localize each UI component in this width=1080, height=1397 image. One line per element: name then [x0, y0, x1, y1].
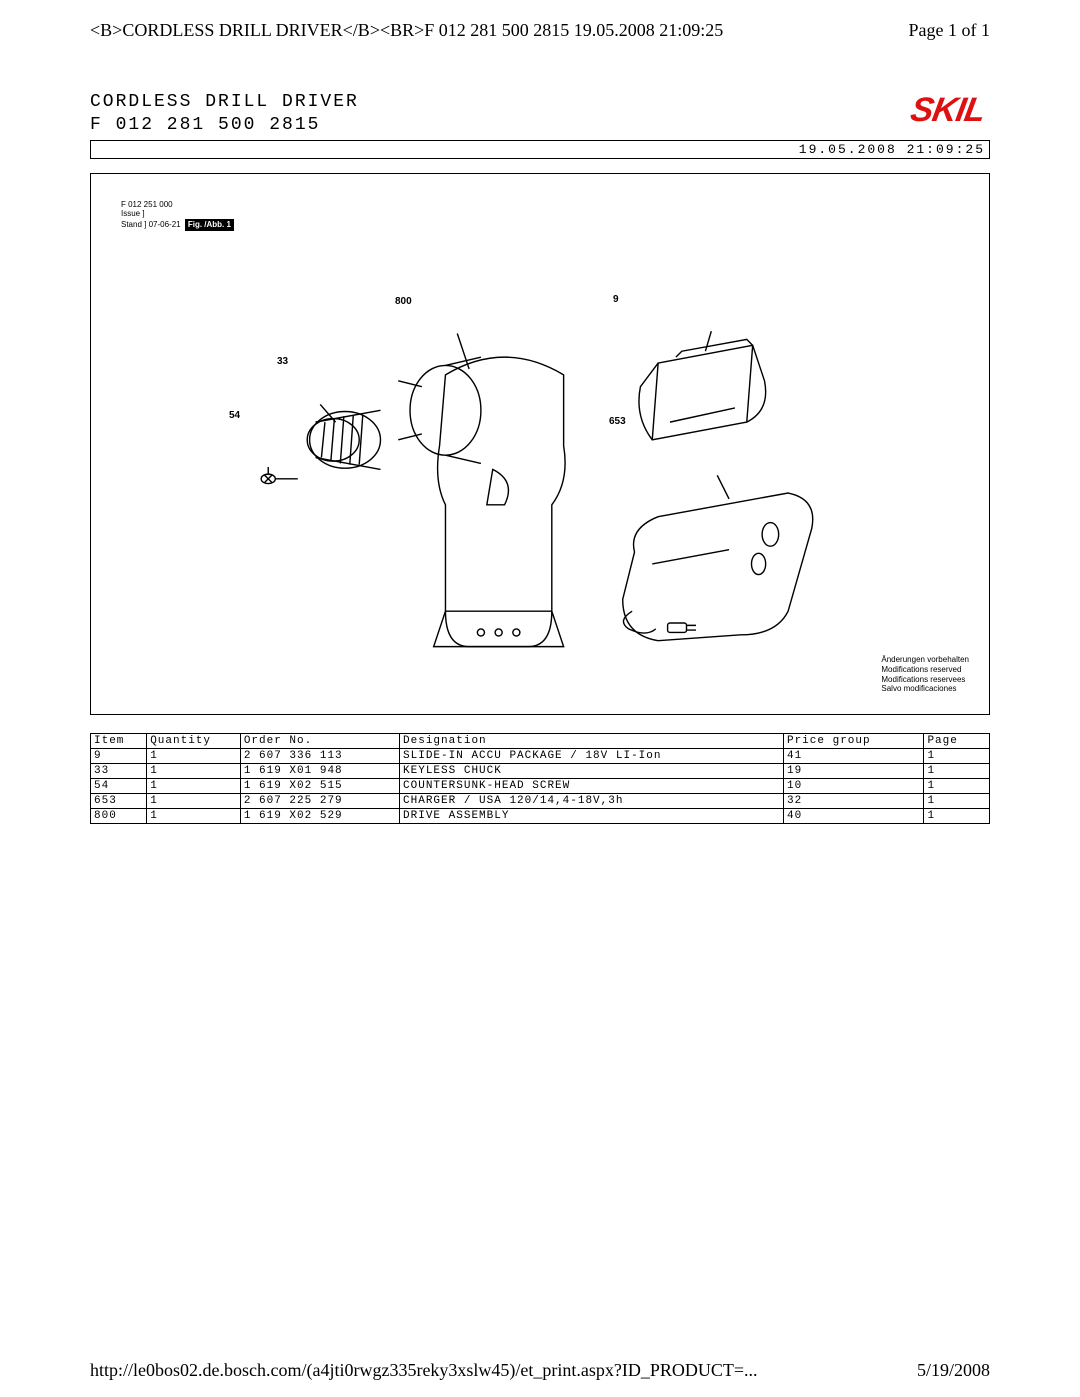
- table-cell: DRIVE ASSEMBLY: [400, 808, 784, 823]
- table-cell: 1: [924, 778, 990, 793]
- parts-col-5: Page: [924, 733, 990, 748]
- table-cell: 800: [91, 808, 147, 823]
- footer-date: 5/19/2008: [917, 1360, 990, 1381]
- table-cell: 653: [91, 793, 147, 808]
- modifications-note: Änderungen vorbehalten Modifications res…: [881, 655, 969, 693]
- print-header: <B>CORDLESS DRILL DRIVER</B><BR>F 012 28…: [90, 20, 990, 41]
- table-cell: 40: [783, 808, 923, 823]
- document-title-line2: F 012 281 500 2815: [90, 114, 359, 137]
- parts-col-0: Item: [91, 733, 147, 748]
- callout-54: 54: [229, 410, 240, 421]
- table-cell: 1: [924, 808, 990, 823]
- table-row: 80011 619 X02 529DRIVE ASSEMBLY401: [91, 808, 990, 823]
- parts-header-row: ItemQuantityOrder No.DesignationPrice gr…: [91, 733, 990, 748]
- table-row: 3311 619 X01 948KEYLESS CHUCK191: [91, 763, 990, 778]
- table-cell: 2 607 225 279: [240, 793, 399, 808]
- table-cell: 1 619 X02 515: [240, 778, 399, 793]
- print-header-bold: <B>CORDLESS DRILL DRIVER</B>: [90, 20, 380, 40]
- table-cell: 2 607 336 113: [240, 748, 399, 763]
- document-header: CORDLESS DRILL DRIVER F 012 281 500 2815…: [90, 91, 990, 138]
- table-cell: CHARGER / USA 120/14,4-18V,3h: [400, 793, 784, 808]
- table-cell: 1: [924, 763, 990, 778]
- table-cell: 41: [783, 748, 923, 763]
- table-cell: 1: [924, 793, 990, 808]
- parts-table-body: 912 607 336 113SLIDE-IN ACCU PACKAGE / 1…: [91, 748, 990, 823]
- table-cell: 1: [147, 778, 241, 793]
- table-row: 912 607 336 113SLIDE-IN ACCU PACKAGE / 1…: [91, 748, 990, 763]
- print-header-page: Page 1 of 1: [909, 20, 990, 41]
- callout-33: 33: [277, 356, 288, 367]
- table-row: 65312 607 225 279CHARGER / USA 120/14,4-…: [91, 793, 990, 808]
- table-cell: 32: [783, 793, 923, 808]
- document-title-block: CORDLESS DRILL DRIVER F 012 281 500 2815: [90, 91, 359, 138]
- table-cell: 9: [91, 748, 147, 763]
- parts-col-2: Order No.: [240, 733, 399, 748]
- table-cell: 1: [147, 763, 241, 778]
- table-cell: 33: [91, 763, 147, 778]
- exploded-diagram-frame: F 012 251 000 Issue ] Stand ] 07-06-21 F…: [90, 173, 990, 715]
- table-cell: KEYLESS CHUCK: [400, 763, 784, 778]
- print-footer: http://le0bos02.de.bosch.com/(a4jti0rwgz…: [0, 1360, 1080, 1381]
- parts-table-head: ItemQuantityOrder No.DesignationPrice gr…: [91, 733, 990, 748]
- exploded-view-svg: [91, 174, 989, 715]
- table-cell: 19: [783, 763, 923, 778]
- print-header-left: <B>CORDLESS DRILL DRIVER</B><BR>F 012 28…: [90, 20, 723, 41]
- mod-line-1: Änderungen vorbehalten: [881, 655, 969, 665]
- table-row: 5411 619 X02 515COUNTERSUNK-HEAD SCREW10…: [91, 778, 990, 793]
- table-cell: COUNTERSUNK-HEAD SCREW: [400, 778, 784, 793]
- parts-col-1: Quantity: [147, 733, 241, 748]
- logo-text: SKIL: [907, 91, 993, 130]
- timestamp-box: 19.05.2008 21:09:25: [90, 140, 990, 159]
- table-cell: 1: [147, 793, 241, 808]
- callout-9: 9: [613, 294, 619, 305]
- mod-line-2: Modifications reserved: [881, 665, 969, 675]
- document-title-line1: CORDLESS DRILL DRIVER: [90, 91, 359, 114]
- table-cell: 1 619 X01 948: [240, 763, 399, 778]
- mod-line-4: Salvo modificaciones: [881, 684, 969, 694]
- parts-table: ItemQuantityOrder No.DesignationPrice gr…: [90, 733, 990, 824]
- mod-line-3: Modifications reservees: [881, 675, 969, 685]
- table-cell: 1: [147, 748, 241, 763]
- print-header-rest: F 012 281 500 2815 19.05.2008 21:09:25: [424, 20, 723, 40]
- parts-col-3: Designation: [400, 733, 784, 748]
- table-cell: 1 619 X02 529: [240, 808, 399, 823]
- table-cell: SLIDE-IN ACCU PACKAGE / 18V LI-Ion: [400, 748, 784, 763]
- table-cell: 1: [924, 748, 990, 763]
- print-header-br: <BR>: [380, 20, 424, 40]
- callout-653: 653: [609, 416, 626, 427]
- callout-800: 800: [395, 296, 412, 307]
- table-cell: 54: [91, 778, 147, 793]
- footer-url: http://le0bos02.de.bosch.com/(a4jti0rwgz…: [90, 1360, 758, 1381]
- table-cell: 10: [783, 778, 923, 793]
- parts-col-4: Price group: [783, 733, 923, 748]
- table-cell: 1: [147, 808, 241, 823]
- brand-logo: SKIL: [911, 91, 990, 130]
